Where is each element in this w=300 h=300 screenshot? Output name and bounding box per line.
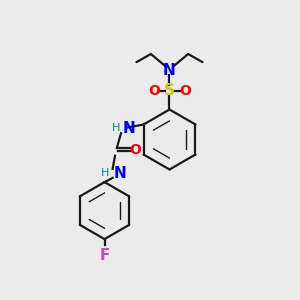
- Text: H: H: [101, 167, 110, 178]
- Text: H: H: [112, 123, 120, 133]
- Text: N: N: [163, 63, 176, 78]
- Text: O: O: [130, 143, 141, 157]
- Text: F: F: [99, 248, 110, 263]
- Text: O: O: [148, 84, 160, 98]
- Text: S: S: [164, 83, 175, 98]
- Text: O: O: [179, 84, 191, 98]
- Text: N: N: [113, 167, 126, 182]
- Text: N: N: [123, 122, 136, 136]
